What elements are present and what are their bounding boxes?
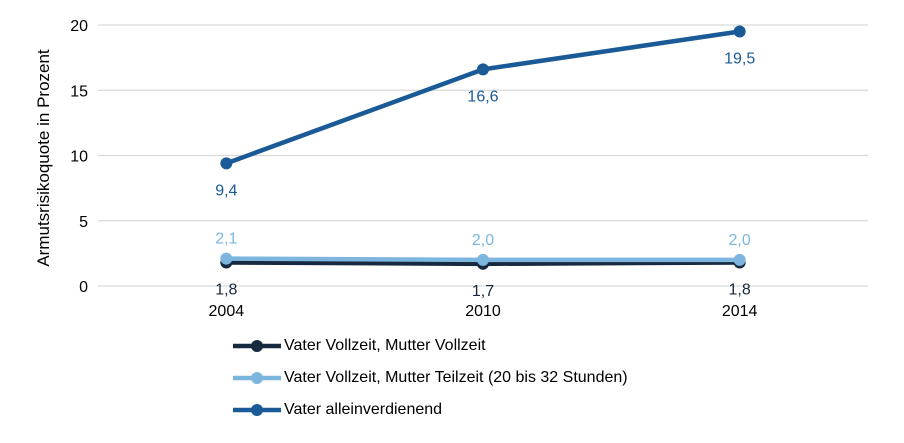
legend-item: Vater Vollzeit, Mutter Teilzeit (20 bis … xyxy=(232,362,628,394)
data-label-series-2: 19,5 xyxy=(724,51,755,68)
data-point-series-2 xyxy=(733,25,746,38)
data-point-series-2 xyxy=(477,63,489,76)
legend-label: Vater Vollzeit, Mutter Teilzeit (20 bis … xyxy=(284,369,628,386)
legend-dot xyxy=(251,372,263,384)
data-label-series-0: 1,7 xyxy=(472,283,494,300)
data-label-series-0: 1,8 xyxy=(729,282,751,299)
x-tick-label: 2004 xyxy=(209,303,245,320)
legend-label: Vater alleinverdienend xyxy=(284,401,443,418)
legend: Vater Vollzeit, Mutter Vollzeit Vater Vol… xyxy=(232,330,628,426)
legend-dot xyxy=(251,404,263,416)
legend-item: Vater Vollzeit, Mutter Vollzeit xyxy=(232,330,628,362)
legend-marker-icon xyxy=(233,372,281,384)
line-chart: 0 5 10 15 20 2004 2010 2014 1,8 1,7 1,8 2,1 2,0 2,0 9,… xyxy=(70,18,868,320)
data-point-series-1 xyxy=(733,253,746,266)
data-point-series-1 xyxy=(220,252,233,265)
data-label-series-0: 1,8 xyxy=(215,282,237,299)
y-tick-label: 20 xyxy=(70,18,88,35)
legend-marker-icon xyxy=(233,340,281,352)
data-label-series-2: 9,4 xyxy=(215,182,237,199)
legend-dot xyxy=(251,340,263,352)
data-label-series-1: 2,0 xyxy=(472,232,494,249)
data-label-series-1: 2,0 xyxy=(729,232,751,249)
y-tick-label: 10 xyxy=(70,149,88,166)
x-tick-label: 2010 xyxy=(465,303,501,320)
legend-label: Vater Vollzeit, Mutter Vollzeit xyxy=(284,337,486,354)
legend-marker-icon xyxy=(233,404,281,416)
x-tick-label: 2014 xyxy=(722,303,758,320)
data-point-series-1 xyxy=(477,253,489,266)
data-label-series-2: 16,6 xyxy=(467,88,498,105)
y-tick-label: 5 xyxy=(79,214,88,231)
y-tick-label: 15 xyxy=(70,83,88,100)
data-point-series-2 xyxy=(220,157,233,170)
legend-item: Vater alleinverdienend xyxy=(232,394,628,426)
y-tick-label: 0 xyxy=(79,279,88,296)
data-label-series-1: 2,1 xyxy=(215,231,237,248)
